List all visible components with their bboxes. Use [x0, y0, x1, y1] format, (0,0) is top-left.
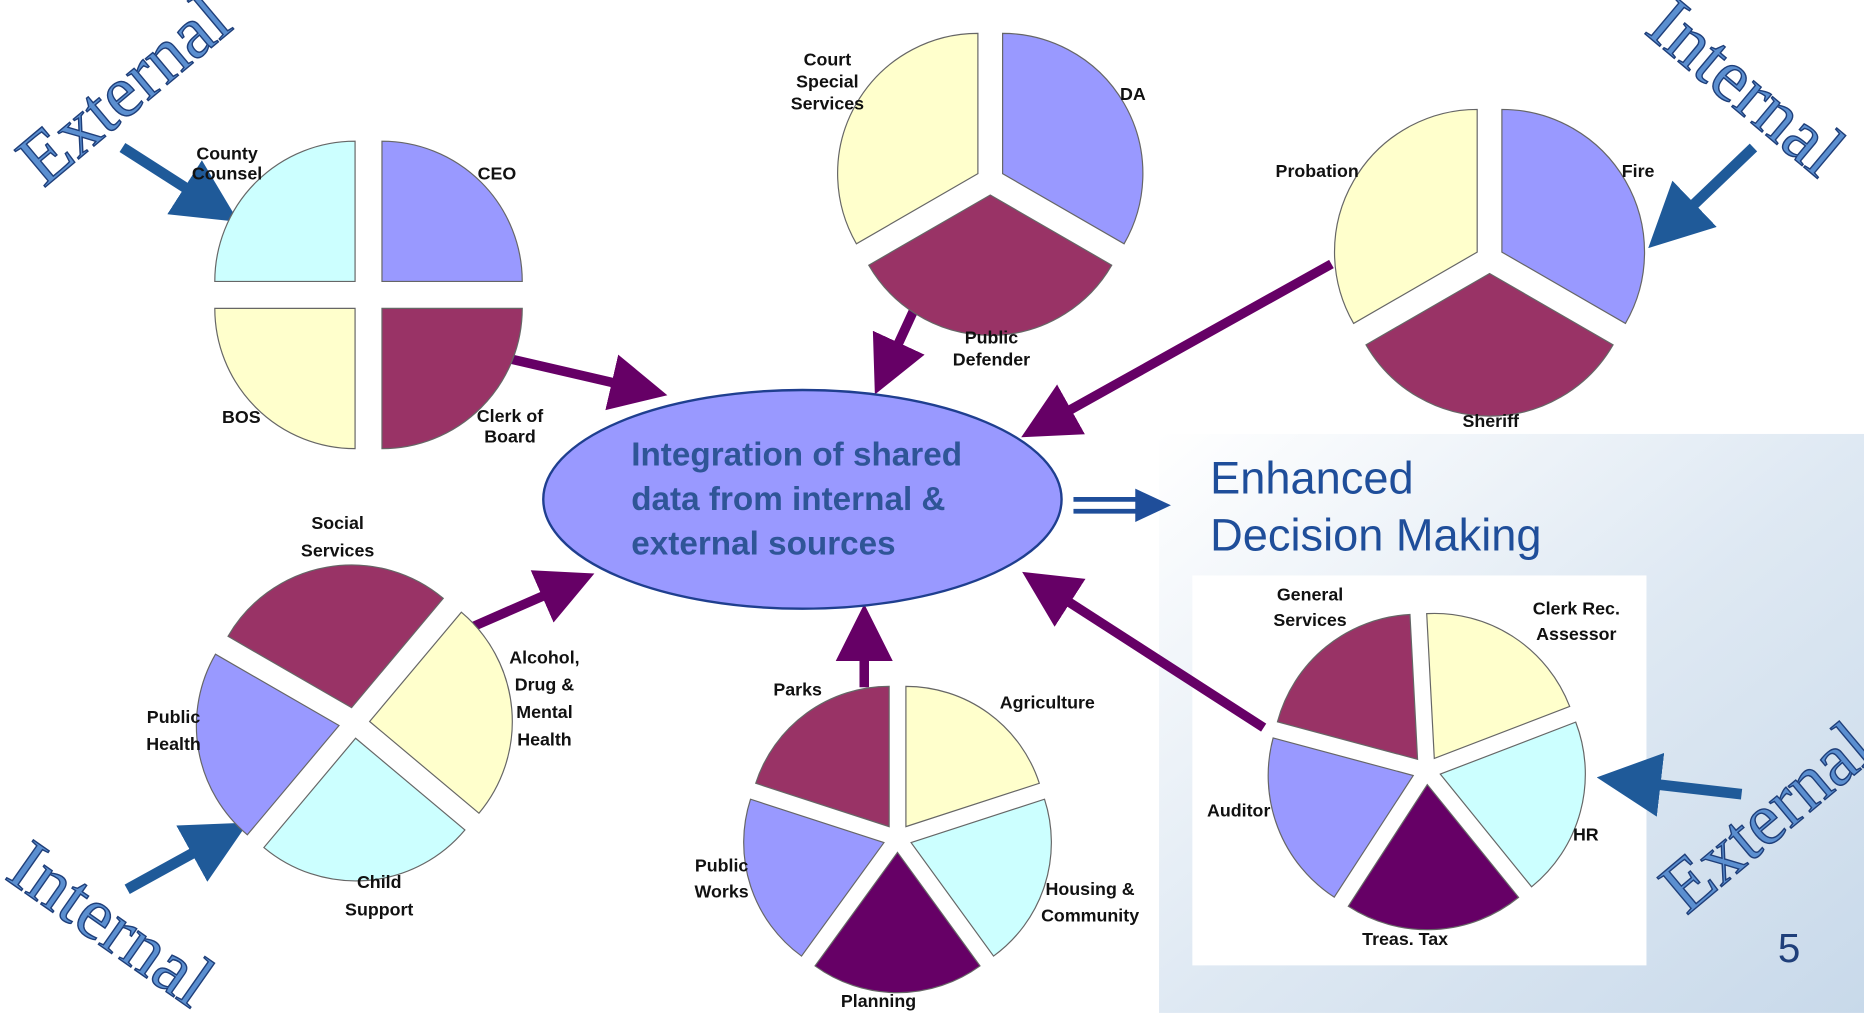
center-line: external sources: [631, 526, 895, 563]
blue-arrows: [119, 142, 1758, 894]
slice-label: Services: [1273, 610, 1346, 630]
pie: Social Services Alcohol, Drug & Mental Health…: [146, 513, 579, 919]
slice-label: Court: [804, 49, 852, 69]
slice-label: Parks: [773, 679, 822, 699]
slice-label: Social: [311, 513, 364, 533]
slice-label: Public: [695, 855, 749, 875]
pie-slice: [214, 307, 356, 450]
pie-slice: [910, 798, 1052, 957]
pie-slice: [263, 737, 466, 882]
slice-label: Board: [484, 426, 536, 446]
slice-label: Services: [791, 93, 864, 113]
pie-slice: [1002, 32, 1144, 245]
slice-label: HR: [1573, 824, 1599, 844]
pie-slice: [867, 194, 1113, 336]
wordart: Internal: [1633, 0, 1861, 192]
double-arrow: [1073, 488, 1171, 522]
slice-label: Assessor: [1536, 624, 1616, 644]
slice-label: BOS: [222, 407, 261, 427]
slice-label: General: [1277, 584, 1343, 604]
slice-label: CEO: [478, 164, 517, 184]
slice-label: Alcohol,: [509, 647, 579, 667]
pie-slice: [754, 685, 890, 828]
slice-label: Counsel: [192, 164, 262, 184]
pie-slice: [905, 685, 1041, 828]
pie-slice: [1347, 783, 1520, 931]
slice-label: Child: [357, 872, 402, 892]
pie-slice: [1267, 737, 1415, 898]
slice-label: Services: [301, 540, 374, 560]
slice-label: Sheriff: [1462, 411, 1519, 431]
pie-slice: [368, 611, 513, 815]
slice-label: Mental: [516, 702, 572, 722]
pie-slice: [195, 653, 340, 836]
slice-label: Agriculture: [1000, 693, 1095, 713]
pie-slice: [814, 851, 981, 994]
pie-slice: [381, 140, 523, 283]
pie-slice: [1426, 612, 1571, 760]
slice-label: Clerk Rec.: [1533, 599, 1620, 619]
slice-label: Planning: [841, 991, 916, 1011]
arrows: [471, 259, 1334, 732]
center-ellipse: [542, 388, 1063, 610]
slice-label: Defender: [953, 350, 1030, 370]
slice-label: Probation: [1276, 161, 1359, 181]
pie-slice: [1501, 108, 1646, 325]
slice-label: Community: [1041, 905, 1139, 925]
slice-label: Drug &: [515, 675, 575, 695]
slice-label: DA: [1120, 84, 1146, 104]
pie-slice: [381, 307, 523, 450]
slice-label: Public: [965, 328, 1019, 348]
slice-label: Health: [517, 729, 572, 749]
center-line: Integration of shared: [631, 436, 962, 473]
slice-label: Treas. Tax: [1362, 929, 1448, 949]
slice-label: Clerk of: [477, 406, 543, 426]
pie-slice: [1439, 721, 1586, 888]
outcome-line: Decision Making: [1210, 510, 1541, 561]
pie: Parks Agriculture Housing & Community Planni…: [695, 679, 1140, 1010]
pie-slice: [1276, 613, 1419, 761]
center-line: data from internal &: [631, 481, 945, 518]
pie-slice: [1365, 272, 1614, 417]
slice-label: Special: [796, 71, 858, 91]
page-number: 5: [1778, 925, 1800, 971]
pie-slice: [743, 798, 885, 957]
pie: General Services Clerk Rec. Assessor HR Treas…: [1207, 584, 1620, 949]
pie-slice: [837, 32, 979, 245]
slice-label: Health: [146, 734, 201, 754]
slice-label: Auditor: [1207, 801, 1270, 821]
slice-label: Housing &: [1046, 879, 1135, 899]
slice-label: Fire: [1622, 161, 1655, 181]
outcome-line: Enhanced: [1210, 452, 1413, 503]
slice-label: Public: [147, 707, 201, 727]
pie-slice: [214, 140, 356, 283]
pie: Fire Sheriff Probation: [1276, 108, 1655, 431]
slice-label: County: [196, 143, 257, 163]
pie-slice: [1333, 108, 1478, 325]
center-text: Integration of shared data from internal …: [631, 436, 962, 562]
pie-slice: [227, 564, 445, 709]
slice-label: Support: [345, 899, 413, 919]
slice-label: Works: [695, 882, 749, 902]
